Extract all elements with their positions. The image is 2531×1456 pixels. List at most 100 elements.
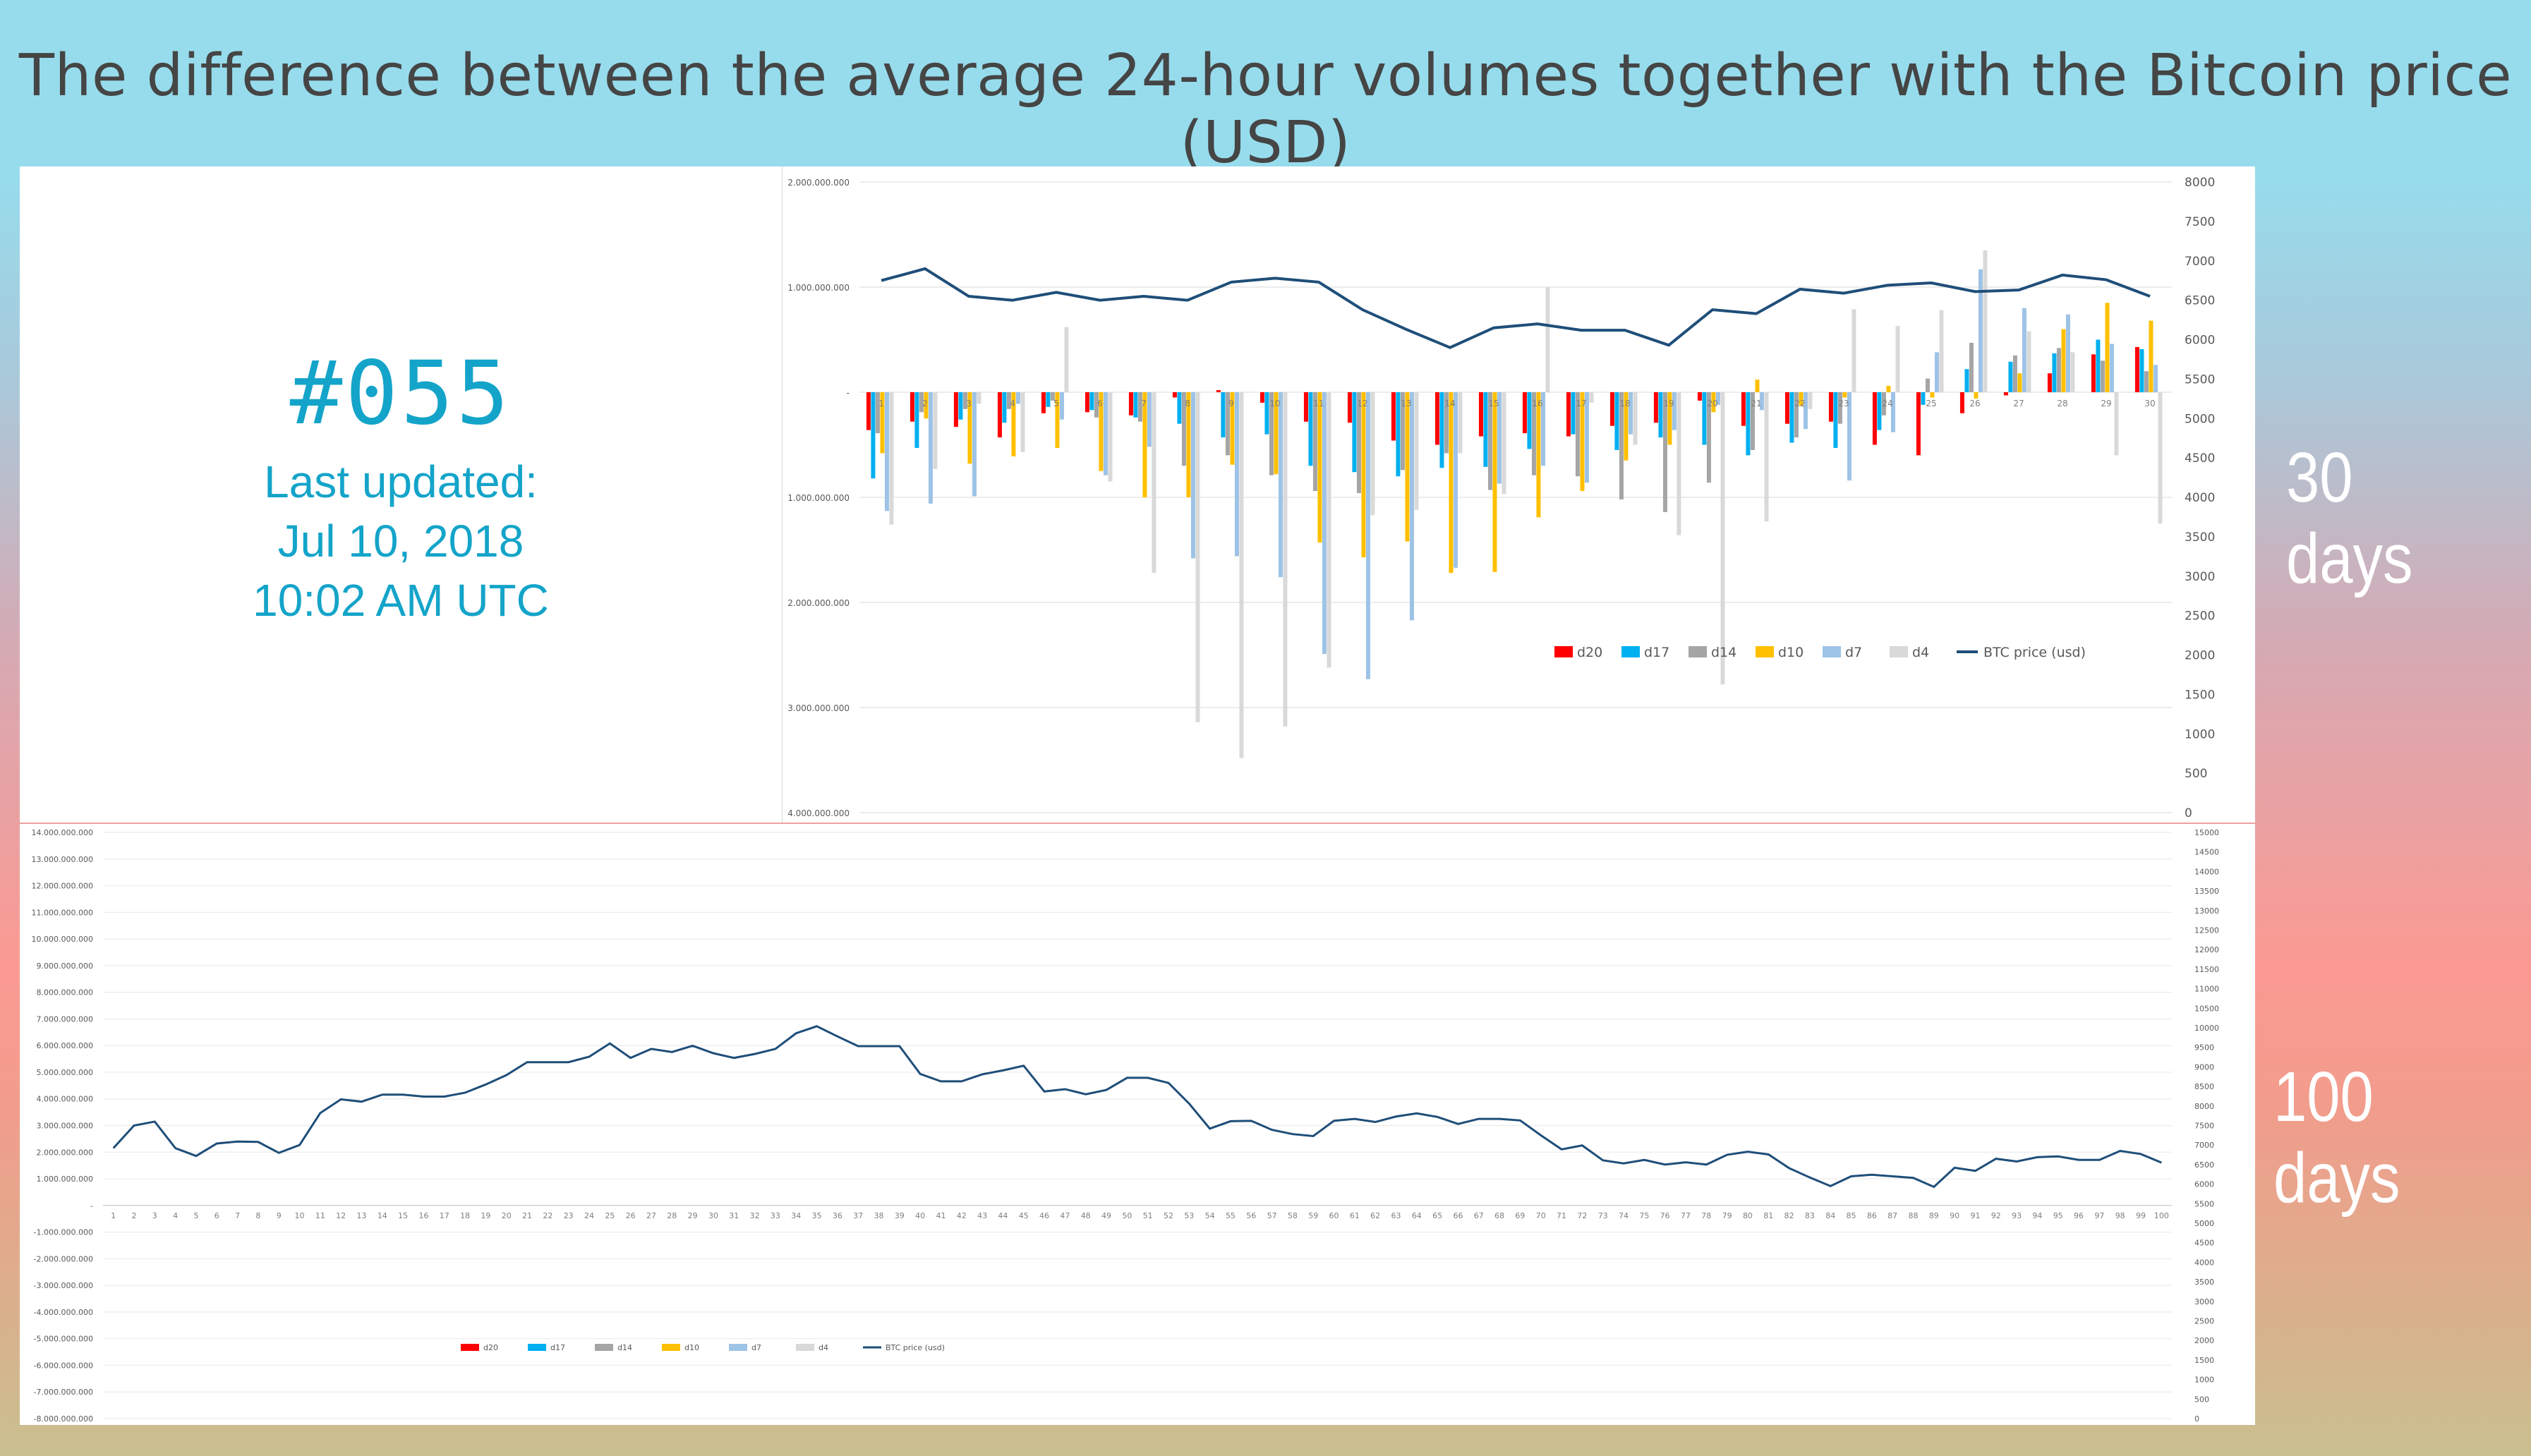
x-tick-label: 6 [215,1211,219,1220]
btc-price-line [881,267,2151,349]
legend-swatch-d10 [1756,646,1774,657]
info-panel: #055 Last updated: Jul 10, 2018 10:02 AM… [20,166,782,823]
bar-d7 [2153,365,2158,392]
bar-d17 [1921,392,1926,405]
bar-d10 [924,392,929,419]
bar-d7 [1453,392,1458,568]
bar-d14 [1969,342,1974,392]
bar-d7 [1759,392,1764,411]
y2-tick-label: 0 [2185,806,2192,820]
x-tick-label: 74 [1619,1211,1629,1220]
bar-d20 [1434,392,1439,445]
bar-d14 [962,392,967,409]
x-tick-label: 87 [1887,1211,1897,1220]
y2-tick-label: 9500 [2194,1043,2214,1052]
bar-d7 [1322,392,1327,655]
x-tick-label: 1 [878,399,884,408]
bar-d17 [1308,392,1313,466]
x-tick-label: 17 [440,1211,449,1220]
bar-d17 [1658,392,1663,438]
y-tick-label: -8.000.000.000 [34,1414,93,1424]
last-updated-time: 10:02 AM UTC [253,575,549,626]
x-tick-label: 56 [1246,1211,1256,1220]
bar-d4 [1327,392,1331,668]
x-tick-label: 64 [1412,1211,1422,1220]
bar-d20 [1741,392,1746,426]
x-tick-label: 42 [957,1211,967,1220]
bar-d14 [2144,371,2149,392]
bar-d14 [1750,392,1755,450]
bar-d4 [1414,392,1419,510]
y2-tick-label: 6500 [2185,294,2215,308]
bar-d7 [1497,392,1502,484]
x-tick-label: 13 [1401,399,1411,408]
bar-d20 [2091,354,2096,392]
legend-label: BTC price (usd) [886,1343,945,1352]
bar-d14 [1444,392,1449,454]
bar-d14 [1400,392,1405,471]
bar-d20 [2003,392,2008,396]
y2-tick-label: 8000 [2185,176,2215,190]
y-tick-label: 3.000.000.000 [37,1122,93,1131]
bar-d17 [1702,392,1707,445]
bar-d10 [1799,392,1804,406]
x-tick-label: 24 [584,1211,594,1220]
label-30-days: 30 days [2286,438,2413,598]
x-tick-label: 1 [111,1211,116,1220]
legend-swatch-d10 [662,1344,680,1351]
bar-d7 [2109,344,2114,392]
x-tick-label: 16 [418,1211,428,1220]
y2-tick-label: 6000 [2194,1180,2214,1189]
x-tick-label: 28 [667,1211,677,1220]
x-tick-label: 17 [1576,399,1586,408]
x-tick-label: 46 [1039,1211,1049,1220]
x-tick-label: 16 [1532,399,1542,408]
bar-d10 [2017,373,2022,392]
x-tick-label: 72 [1577,1211,1587,1220]
bar-d17 [1352,392,1357,473]
bar-d20 [866,392,871,430]
y2-tick-label: 2500 [2194,1317,2214,1326]
bar-d14 [1006,392,1011,409]
bar-d17 [2139,348,2144,392]
bar-d17 [1264,392,1269,435]
x-tick-label: 43 [977,1211,987,1220]
x-tick-label: 66 [1453,1211,1463,1220]
bar-d10 [1930,392,1935,398]
x-tick-label: 57 [1267,1211,1277,1220]
x-tick-label: 18 [460,1211,470,1220]
x-tick-label: 13 [357,1211,367,1220]
x-tick-label: 41 [936,1211,946,1220]
x-tick-label: 29 [688,1211,698,1220]
x-tick-label: 37 [853,1211,863,1220]
bar-d14 [1837,392,1842,424]
bar-d4 [933,392,938,469]
bar-d7 [1409,392,1414,621]
x-tick-label: 94 [2032,1211,2042,1220]
bar-d14 [1487,392,1492,490]
x-tick-label: 36 [833,1211,842,1220]
bar-d7 [1628,392,1633,435]
x-tick-label: 19 [1663,399,1674,408]
x-tick-label: 33 [771,1211,780,1220]
bar-d4 [889,392,894,525]
x-tick-label: 7 [1141,399,1147,408]
x-tick-label: 60 [1329,1211,1339,1220]
chart-100-days-svg: 14.000.000.00013.000.000.00012.000.000.0… [32,828,2219,1424]
bar-d7 [972,392,977,497]
y2-tick-label: 8500 [2194,1082,2214,1091]
x-tick-label: 73 [1598,1211,1608,1220]
x-tick-label: 24 [1882,399,1892,408]
y-tick-label: 2.000.000.000 [37,1148,93,1157]
y2-tick-label: 2000 [2185,649,2215,663]
bar-d4 [1720,392,1725,685]
y2-tick-label: 12000 [2194,945,2219,954]
bar-d4 [1545,287,1550,392]
bar-d10 [1230,392,1235,465]
bar-d17 [1177,392,1182,424]
y2-tick-label: 4500 [2194,1239,2214,1248]
bar-d17 [1789,392,1794,443]
bar-d4 [1108,392,1113,482]
bar-d7 [884,392,889,511]
x-tick-label: 31 [729,1211,739,1220]
